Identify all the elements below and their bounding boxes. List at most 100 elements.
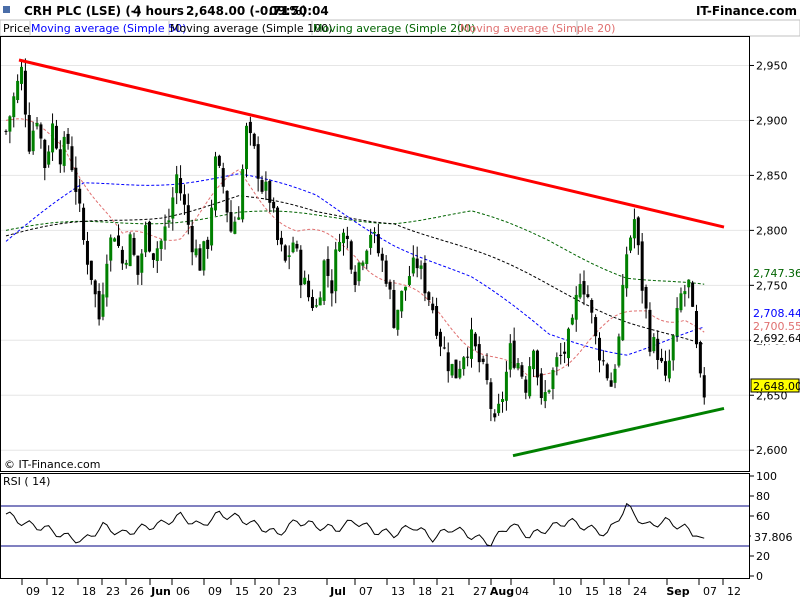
candle-body: [423, 262, 427, 294]
candle-body: [601, 360, 605, 362]
legend-item[interactable]: Moving average (Simple 200): [313, 22, 475, 35]
x-tick-label: 23: [283, 585, 297, 598]
candle-body: [702, 375, 706, 398]
candle-body: [202, 241, 206, 271]
candle-body: [566, 328, 570, 359]
trendline-support: [512, 406, 725, 458]
price-tick-label: 2,750: [756, 279, 788, 292]
ma100-line: [5, 195, 705, 345]
candle-body: [415, 258, 419, 269]
x-tick-label: 09: [26, 585, 40, 598]
candle-body: [357, 262, 361, 282]
x-tick-label: 27: [473, 585, 487, 598]
legend-item[interactable]: Moving average (Simple 50): [31, 22, 186, 35]
candle-body: [365, 250, 369, 264]
candle-body: [481, 358, 485, 362]
candle-body: [376, 234, 380, 254]
candle-body: [334, 249, 338, 292]
candle-body: [23, 70, 27, 115]
candle-body: [341, 232, 345, 244]
last-value-ma20: 2,700.55: [753, 320, 800, 333]
candle-body: [85, 240, 89, 265]
x-tick-label: 13: [391, 585, 405, 598]
candle-body: [621, 284, 625, 341]
candle-body: [671, 335, 675, 361]
candle-body: [140, 253, 144, 273]
candle-body: [109, 237, 113, 261]
candle-body: [640, 241, 644, 291]
candle-body: [225, 190, 229, 213]
rsi-tick-label: 20: [756, 550, 770, 563]
ma200-line: [5, 210, 705, 285]
candle-body: [388, 282, 392, 290]
x-tick-label: Aug: [490, 585, 514, 598]
candle-body: [128, 234, 132, 267]
candle-body: [683, 291, 687, 295]
candle-body: [559, 354, 563, 356]
candle-body: [473, 333, 477, 347]
candle-body: [27, 115, 31, 152]
candle-body: [194, 248, 198, 256]
last-value-ma100: 2,692.64: [753, 332, 800, 345]
candle-body: [310, 297, 314, 309]
candle-body: [237, 217, 241, 220]
candle-body: [663, 361, 667, 376]
candle-body: [8, 116, 12, 132]
legend-item[interactable]: Moving average (Simple 20): [460, 22, 615, 35]
candle-body: [598, 337, 602, 361]
candle-body: [516, 363, 520, 369]
candles: [4, 58, 706, 422]
last-value-box: [751, 331, 799, 344]
candle-body: [291, 242, 295, 253]
candle-body: [47, 151, 51, 165]
candle-body: [501, 398, 505, 402]
candle-body: [303, 277, 307, 285]
candle-body: [171, 197, 175, 219]
candle-body: [151, 253, 155, 260]
x-tick-label: 23: [106, 585, 120, 598]
candle-body: [694, 311, 698, 345]
candle-body: [431, 303, 435, 311]
x-tick-label: 12: [51, 585, 65, 598]
legend-item[interactable]: Price: [3, 22, 30, 35]
legend-item[interactable]: Moving average (Simple 100): [170, 22, 332, 35]
candle-body: [279, 237, 283, 245]
x-tick-label: 09: [208, 585, 222, 598]
candle-body: [442, 347, 446, 349]
candle-body: [97, 290, 101, 320]
candle-body: [307, 280, 311, 298]
candle-body: [605, 364, 609, 379]
candle-body: [458, 368, 462, 378]
moving-averages: [5, 118, 705, 379]
candle-body: [120, 249, 124, 264]
candle-body: [392, 289, 396, 328]
candle-body: [318, 297, 322, 306]
candle-body: [438, 331, 442, 347]
candle-body: [35, 122, 39, 127]
candle-body: [105, 263, 109, 298]
candle-body: [31, 130, 35, 152]
candle-body: [547, 390, 551, 393]
candle-body: [233, 221, 237, 234]
candle-body: [493, 413, 497, 418]
candle-body: [268, 180, 272, 203]
candle-body: [698, 341, 702, 374]
legend: Price Moving average (Simple 50)Moving av…: [3, 21, 615, 35]
x-tick-label: 21: [441, 585, 455, 598]
candle-body: [74, 167, 78, 192]
x-tick-label: 18: [82, 585, 96, 598]
x-tick-label: 12: [727, 585, 741, 598]
candle-body: [656, 338, 660, 360]
x-tick-label: Jun: [150, 585, 171, 598]
candle-body: [43, 139, 47, 168]
candle-body: [648, 309, 652, 352]
last-value-ma50: 2,708.44: [753, 307, 800, 320]
candle-body: [563, 351, 567, 354]
expand-icon[interactable]: [3, 6, 10, 13]
candle-body: [54, 125, 58, 149]
trendlines: [18, 58, 725, 458]
candle-body: [326, 258, 330, 276]
candle-body: [245, 125, 249, 170]
candle-body: [675, 308, 679, 337]
candle-body: [582, 281, 586, 295]
